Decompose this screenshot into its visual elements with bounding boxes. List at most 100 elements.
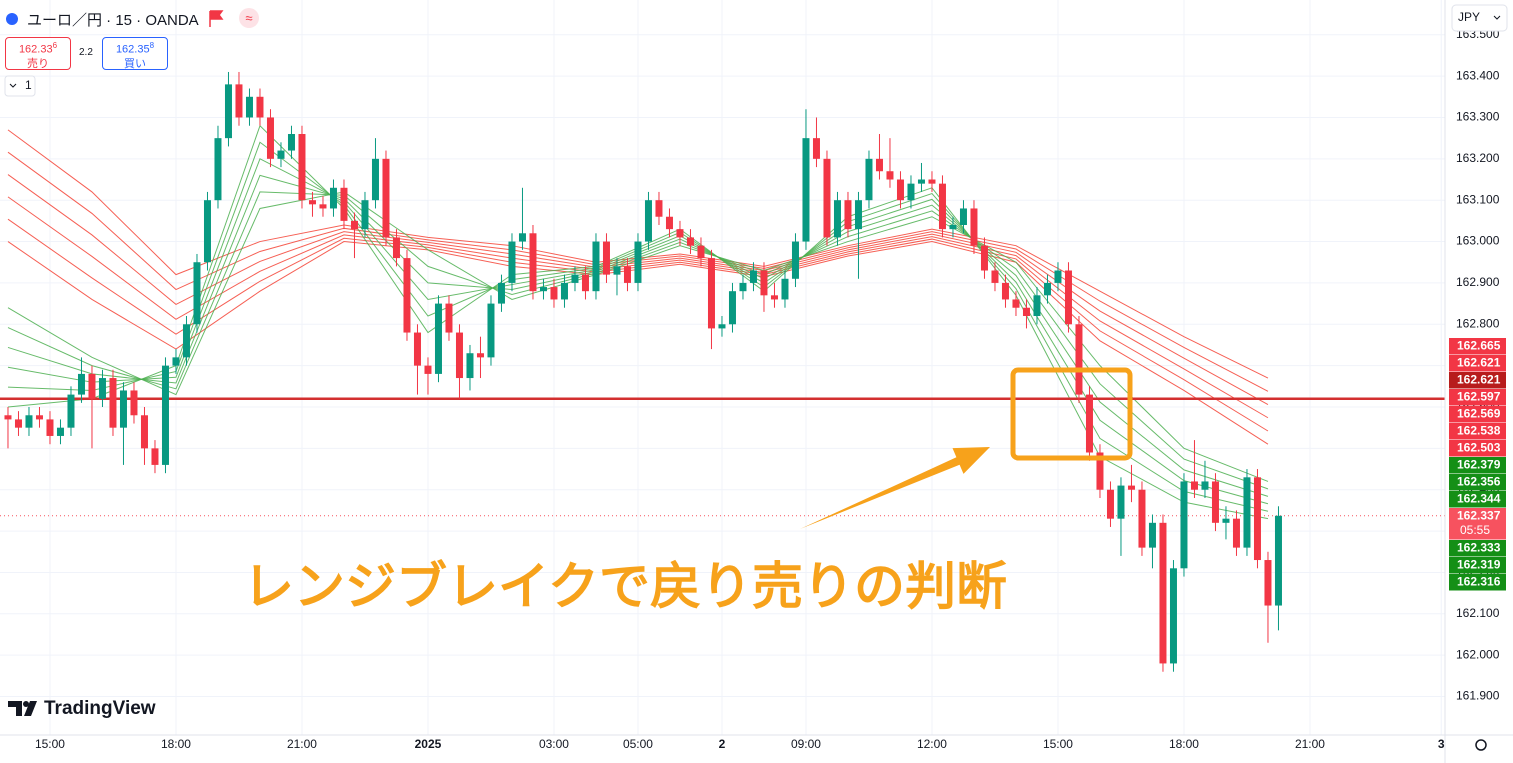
y-tick-label: 163.200 [1456, 151, 1500, 165]
candle-body [697, 245, 705, 259]
candle-body [781, 278, 789, 300]
buy-button[interactable]: 162.358 買い [102, 37, 168, 70]
candle-body [1022, 307, 1030, 317]
candle-body [119, 390, 127, 428]
candle-body [476, 353, 484, 358]
candle-body [1127, 485, 1135, 490]
price-label-bg [1449, 423, 1506, 440]
price-label-bg [1449, 491, 1506, 508]
symbol: ユーロ／円 · 15 · OANDA [27, 12, 199, 29]
annotation: レンジブレイクで戻り売りの判断 [243, 558, 1007, 615]
price-label: 162.337 [1457, 509, 1501, 523]
x-tick-label: 18:00 [161, 737, 191, 751]
candle-body [382, 158, 390, 238]
price-label: 162.319 [1457, 558, 1501, 572]
candle-body [14, 419, 22, 428]
candle-body [802, 138, 810, 242]
buy-pip: 8 [149, 41, 155, 50]
sell-button[interactable]: 162.336 売り [5, 37, 71, 70]
price-label: 162.569 [1457, 407, 1501, 421]
y-tick-label: 163.100 [1456, 192, 1500, 206]
x-tick-label: 18:00 [1169, 737, 1199, 751]
candle-body [928, 179, 936, 184]
candle-body [560, 282, 568, 300]
flag-icon[interactable] [209, 10, 224, 27]
y-tick-label: 161.900 [1456, 689, 1500, 703]
feed-icon[interactable] [239, 8, 259, 28]
candle-body [35, 415, 43, 420]
candle-body [707, 258, 715, 329]
x-tick-label: 09:00 [791, 737, 821, 751]
candle-body [46, 419, 54, 436]
price-label: 162.503 [1457, 441, 1501, 455]
indicator-caret [9, 83, 17, 88]
candle-body [1222, 518, 1230, 523]
x-tick-label: 12:00 [917, 737, 947, 751]
candle-body [424, 365, 432, 374]
price-label-bg [1449, 574, 1506, 591]
candle-body [571, 274, 579, 283]
candle-body [991, 270, 999, 283]
settings-icon[interactable] [1475, 739, 1487, 751]
price-label-bg [1449, 508, 1506, 540]
candle-body [1085, 394, 1093, 453]
candle-body [1274, 515, 1282, 606]
currency: JPY [1458, 10, 1480, 24]
candle-body [434, 303, 442, 374]
candle-body [1264, 560, 1272, 606]
highlight-box [1010, 367, 1133, 461]
candle-body [581, 274, 589, 292]
candle-body [644, 200, 652, 242]
price-label: 162.597 [1457, 390, 1501, 404]
x-tick-label: 2 [719, 737, 726, 751]
price-label: 162.356 [1457, 475, 1501, 489]
candle-body [340, 187, 348, 221]
candle-body [602, 241, 610, 275]
candle-body [1148, 522, 1156, 548]
sell-label: 売り [27, 57, 49, 70]
candle-body [1211, 481, 1219, 523]
candle-body [140, 415, 148, 449]
buy-price: 162.35 [115, 43, 150, 56]
x-tick-label: 15:00 [1043, 737, 1073, 751]
candle-body [245, 96, 253, 118]
x-tick-label: 03:00 [539, 737, 569, 751]
candle-body [1190, 481, 1198, 490]
candle-body [907, 183, 915, 201]
candle-body [1232, 518, 1240, 548]
candle-body [970, 208, 978, 246]
y-tick-label: 162.100 [1456, 606, 1500, 620]
indicator-count: 1 [25, 78, 32, 92]
candle-body [676, 229, 684, 238]
price-label: 162.316 [1457, 575, 1501, 589]
candle-body [1096, 452, 1104, 490]
candle-body [130, 390, 138, 416]
candle-body [508, 241, 516, 283]
candle-body [455, 332, 463, 379]
currency-button[interactable] [1451, 4, 1508, 32]
candle-body [172, 357, 180, 366]
countdown: 05:55 [1460, 523, 1490, 537]
candle-body [25, 415, 33, 428]
x-tick-label: 05:00 [623, 737, 653, 751]
indicator-toggle[interactable] [4, 75, 36, 97]
candle-body [1033, 295, 1041, 317]
logo-text: TradingView [44, 698, 156, 719]
candle-body [718, 324, 726, 329]
candle-body [760, 270, 768, 296]
candle-body [623, 266, 631, 283]
candle-body [497, 282, 505, 304]
currency-caret [1493, 15, 1501, 20]
candle-body [613, 266, 621, 275]
candle-body [193, 262, 201, 325]
candle-body [823, 158, 831, 238]
candle-body [865, 158, 873, 201]
candle-body [634, 241, 642, 283]
candle-body [1138, 489, 1146, 548]
candle-body [214, 138, 222, 201]
x-tick-label: 3 [1438, 737, 1445, 751]
candle-body [518, 233, 526, 242]
